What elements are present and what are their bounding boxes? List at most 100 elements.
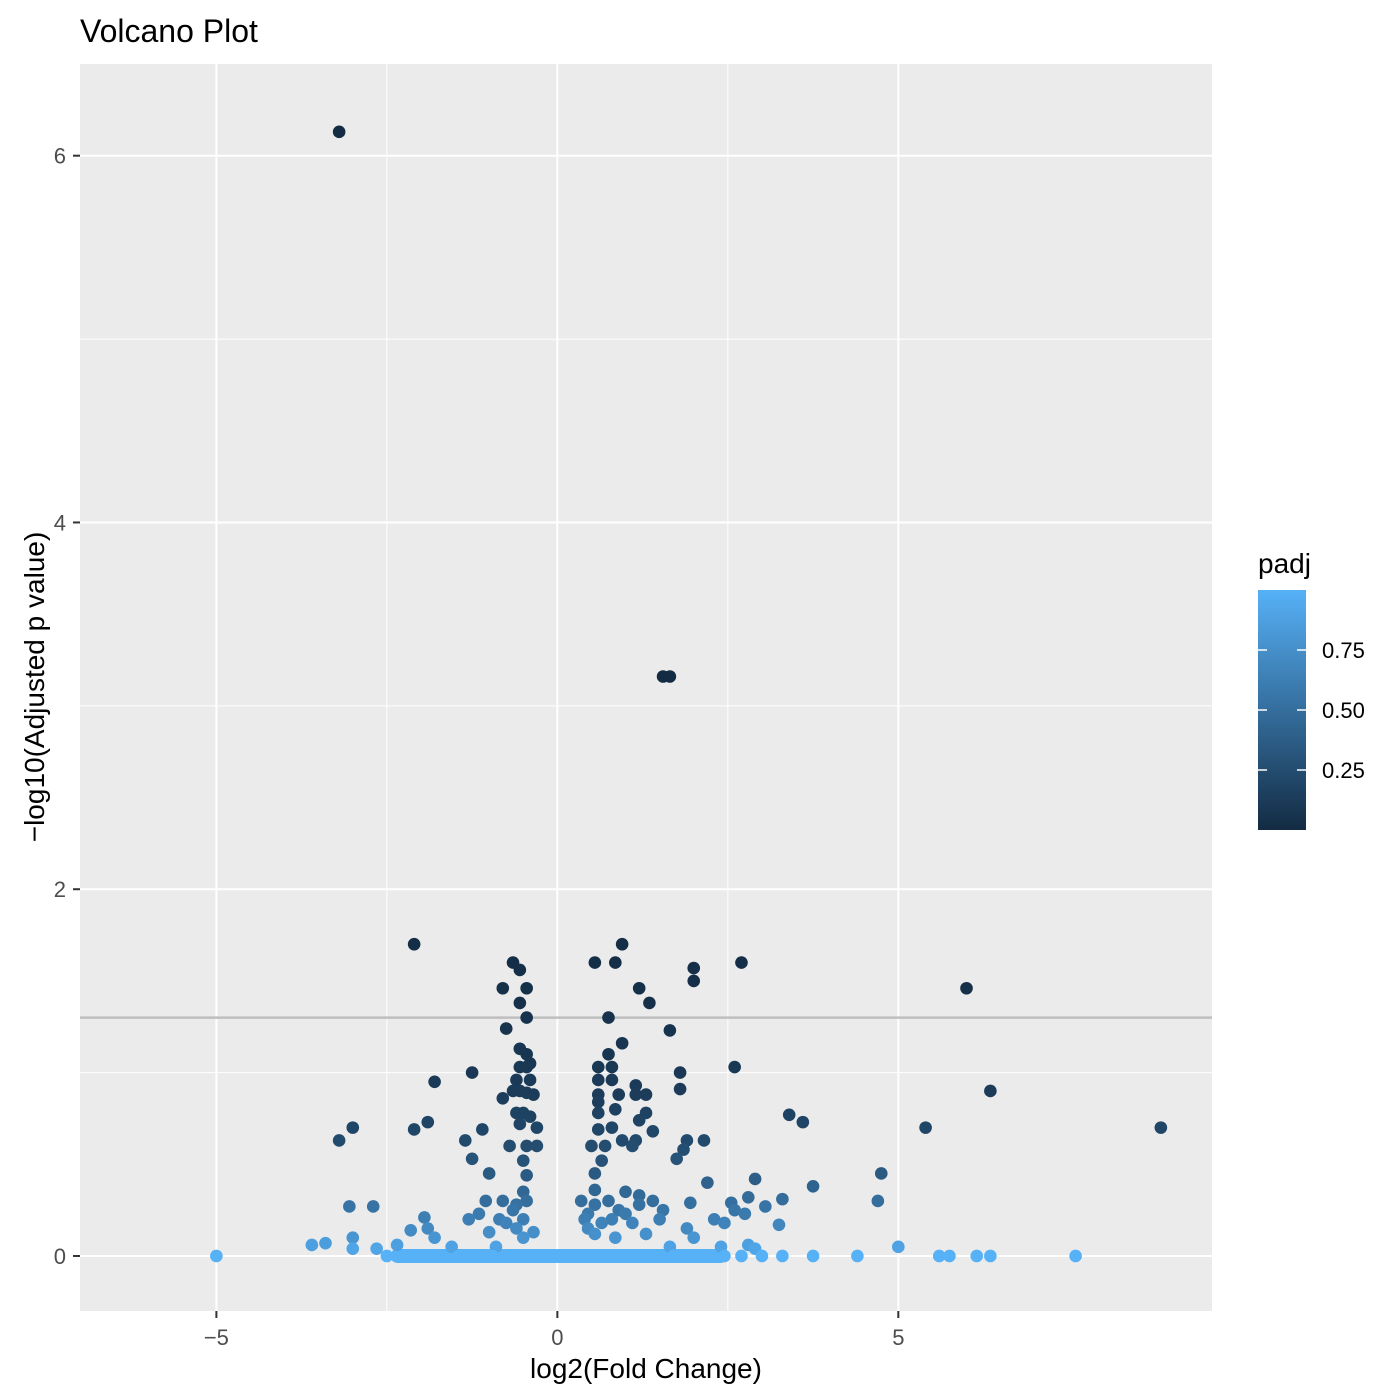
data-point xyxy=(571,1249,585,1263)
data-point xyxy=(943,1249,956,1263)
data-point xyxy=(605,1073,619,1087)
data-point xyxy=(598,1249,612,1263)
data-point xyxy=(643,996,656,1010)
data-point xyxy=(666,1249,680,1263)
data-point xyxy=(851,1249,864,1263)
data-point xyxy=(1154,1121,1168,1134)
data-point xyxy=(605,1213,619,1226)
data-point xyxy=(319,1236,332,1250)
data-point xyxy=(332,125,346,139)
data-point xyxy=(629,1088,643,1101)
data-point xyxy=(701,1176,714,1189)
data-point xyxy=(598,1139,612,1153)
data-point xyxy=(585,1249,598,1263)
data-point xyxy=(520,1060,533,1074)
data-point xyxy=(591,1060,605,1074)
data-point xyxy=(588,956,602,969)
data-point xyxy=(588,1183,602,1197)
data-point xyxy=(782,1108,796,1122)
data-point xyxy=(458,1134,472,1147)
data-point xyxy=(516,1231,530,1244)
data-point xyxy=(513,996,527,1010)
legend-title: padj xyxy=(1258,548,1311,579)
data-point xyxy=(557,1249,571,1263)
data-point xyxy=(626,1216,639,1230)
data-point xyxy=(673,1082,687,1096)
y-axis: 0 2 4 6 xyxy=(54,144,80,1269)
data-point xyxy=(632,1249,646,1263)
data-point xyxy=(380,1249,394,1263)
data-point xyxy=(615,1036,629,1050)
data-point xyxy=(932,1249,946,1263)
data-point xyxy=(755,1249,769,1263)
data-point xyxy=(407,1123,421,1136)
data-point xyxy=(738,1207,752,1221)
data-point xyxy=(612,1088,626,1101)
data-point xyxy=(735,956,748,969)
data-point xyxy=(346,1231,360,1244)
data-point xyxy=(486,1249,499,1263)
data-point xyxy=(680,1222,694,1235)
data-point xyxy=(697,1134,711,1147)
data-point xyxy=(346,1242,360,1255)
data-point xyxy=(673,1066,687,1079)
y-tick-label: 4 xyxy=(54,510,66,535)
data-point xyxy=(619,1207,632,1221)
data-point xyxy=(960,981,973,995)
data-point xyxy=(806,1180,820,1193)
data-point xyxy=(735,1249,748,1263)
y-tick-label: 0 xyxy=(54,1244,66,1269)
data-point xyxy=(602,1194,615,1208)
data-point xyxy=(574,1194,588,1208)
legend-ticks: 0.25 0.50 0.75 xyxy=(1258,638,1365,783)
data-point xyxy=(677,1143,690,1156)
data-point xyxy=(496,1194,510,1208)
data-point xyxy=(591,1095,605,1109)
data-point xyxy=(871,1194,885,1208)
data-point xyxy=(796,1115,810,1129)
data-point xyxy=(588,1227,602,1241)
x-tick-label: 5 xyxy=(892,1325,904,1350)
data-point xyxy=(530,1249,544,1263)
data-point xyxy=(687,974,701,988)
data-point xyxy=(984,1084,997,1098)
data-point xyxy=(513,963,527,977)
data-point xyxy=(462,1213,475,1226)
data-point xyxy=(496,981,510,995)
plot-panel xyxy=(80,64,1212,1311)
data-point xyxy=(506,1203,520,1217)
data-point xyxy=(469,1249,482,1263)
data-point xyxy=(527,1225,540,1239)
data-point xyxy=(615,937,629,951)
data-point xyxy=(516,1154,530,1167)
data-point xyxy=(510,1073,523,1087)
data-point xyxy=(806,1249,820,1263)
data-point xyxy=(418,1211,431,1224)
data-point xyxy=(428,1075,441,1089)
data-point xyxy=(984,1249,997,1263)
chart-title: Volcano Plot xyxy=(80,13,258,49)
data-point xyxy=(510,1222,523,1235)
data-point xyxy=(626,1139,639,1153)
data-point xyxy=(401,1249,414,1263)
data-point xyxy=(523,1110,537,1123)
data-point xyxy=(520,1139,533,1153)
data-point xyxy=(520,1011,533,1024)
data-point xyxy=(496,1091,510,1105)
data-point xyxy=(472,1207,486,1221)
data-point xyxy=(646,1124,660,1138)
data-point xyxy=(776,1249,789,1263)
data-point xyxy=(343,1200,356,1213)
data-point xyxy=(595,1154,608,1167)
data-point xyxy=(210,1249,223,1263)
data-point xyxy=(919,1121,932,1134)
data-point xyxy=(482,1167,496,1180)
data-point xyxy=(476,1123,489,1136)
data-point xyxy=(619,1185,632,1199)
data-point xyxy=(435,1249,448,1263)
data-point xyxy=(653,1213,666,1226)
data-point xyxy=(591,1123,605,1136)
data-point xyxy=(445,1240,458,1254)
data-point xyxy=(741,1191,755,1204)
y-axis-label: −log10(Adjusted p value) xyxy=(19,532,50,843)
